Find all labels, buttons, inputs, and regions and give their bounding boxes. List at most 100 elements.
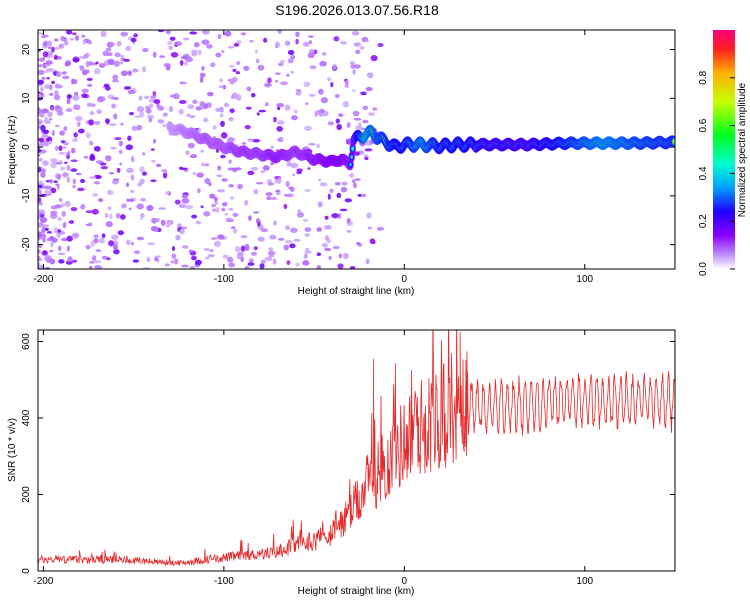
spectrogram-noise-blob: [272, 258, 277, 265]
spectrogram-noise-blob: [109, 172, 115, 175]
spectrogram-noise-blob: [46, 77, 50, 80]
spectrogram-noise-blob: [218, 85, 227, 89]
spectrogram-noise-blob: [340, 41, 347, 45]
spectrogram-noise-blob: [260, 259, 267, 264]
spectrogram-noise-blob: [214, 200, 219, 205]
spectrogram-noise-blob: [304, 233, 310, 237]
spectrogram-noise-blob: [64, 200, 71, 207]
spectrogram-noise-blob: [63, 141, 69, 146]
spectrogram-noise-blob: [97, 175, 102, 179]
spectrogram-noise-blob: [64, 61, 70, 67]
spectrogram-noise-blob: [308, 93, 316, 97]
spectrogram-noise-blob: [215, 52, 222, 58]
spectrogram-noise-blob: [73, 104, 81, 111]
spectrogram-noise-blob: [204, 178, 211, 185]
spectrogram-noise-blob: [164, 191, 170, 195]
spectrogram-noise-blob: [55, 124, 60, 128]
spectrogram-noise-blob: [65, 30, 73, 35]
spectrogram-noise-blob: [228, 159, 232, 164]
spectrogram-ridge-core: [349, 162, 352, 167]
spectrogram-noise-blob: [57, 245, 62, 252]
spectrogram-noise-blob: [316, 252, 322, 257]
spectrogram-noise-blob: [118, 149, 123, 155]
spectrogram-noise-blob: [337, 263, 344, 269]
spectrogram-noise-blob: [179, 81, 187, 85]
spectrogram-noise-blob: [170, 51, 179, 58]
spectrogram-noise-blob: [195, 220, 202, 225]
spectrogram-noise-blob: [38, 142, 43, 148]
spectrogram-y-tick-label: 10: [21, 92, 32, 104]
spectrogram-noise-blob: [346, 229, 352, 233]
spectrogram-noise-blob: [270, 196, 278, 201]
spectrogram-noise-blob: [43, 185, 52, 190]
spectrogram-noise-blob: [72, 94, 80, 101]
spectrogram-noise-blob: [191, 51, 198, 57]
colorbar-tick-label: 0.8: [698, 70, 709, 84]
spectrogram-noise-blob: [249, 39, 254, 43]
spectrogram-noise-blob: [63, 126, 68, 132]
spectrogram-noise-blob: [227, 256, 234, 263]
spectrogram-noise-blob: [49, 249, 54, 253]
spectrogram-noise-blob: [352, 89, 356, 92]
spectrogram-noise-blob: [100, 166, 109, 170]
spectrogram-noise-blob: [187, 104, 195, 110]
spectrogram-noise-blob: [47, 46, 53, 50]
spectrogram-noise-blob: [332, 64, 337, 70]
spectrogram-noise-blob: [101, 233, 106, 239]
spectrogram-noise-blob: [71, 232, 80, 238]
spectrogram-noise-blob: [120, 122, 124, 126]
spectrogram-noise-blob: [72, 259, 78, 263]
spectrogram-noise-blob: [150, 179, 157, 183]
spectrogram-noise-blob: [189, 265, 194, 269]
spectrogram-noise-blob: [114, 137, 122, 141]
spectrogram-noise-blob: [236, 61, 241, 65]
spectrogram-noise-blob: [201, 30, 210, 35]
snr-x-tick-label: -100: [214, 576, 234, 587]
spectrogram-noise-blob: [286, 193, 294, 198]
spectrogram-noise-blob: [53, 54, 58, 60]
spectrogram-noise-blob: [53, 180, 58, 184]
spectrogram-noise-blob: [326, 77, 332, 82]
spectrogram-noise-blob: [329, 188, 334, 193]
spectrogram-noise-blob: [362, 119, 369, 124]
spectrogram-noise-blob: [107, 58, 115, 65]
spectrogram-noise-blob: [88, 266, 93, 269]
spectrogram-noise-blob: [362, 105, 369, 111]
spectrogram-noise-blob: [38, 256, 42, 262]
spectrogram-noise-blob: [290, 70, 295, 74]
spectrogram-noise-blob: [230, 196, 234, 200]
spectrogram-noise-blob: [296, 168, 304, 172]
spectrogram-noise-blob: [85, 210, 94, 214]
spectrogram-noise-blob: [357, 193, 362, 197]
spectrogram-noise-blob: [128, 198, 134, 202]
spectrogram-noise-blob: [86, 102, 93, 107]
spectrogram-noise-blob: [76, 121, 81, 128]
spectrogram-noise-blob: [274, 72, 281, 75]
spectrogram-noise-blob: [200, 104, 205, 110]
spectrogram-noise-blob: [324, 247, 332, 252]
spectrogram-noise-blob: [252, 138, 261, 143]
spectrogram-noise-blob: [221, 178, 228, 182]
spectrogram-noise-blob: [58, 152, 66, 155]
spectrogram-noise-blob: [178, 203, 187, 209]
spectrogram-noise-blob: [108, 123, 117, 127]
snr-y-tick-label: 600: [21, 333, 32, 350]
snr-x-tick-label: 100: [576, 576, 593, 587]
spectrogram-noise-blob: [136, 236, 145, 241]
spectrogram-noise-blob: [161, 169, 168, 173]
spectrogram-noise-blob: [277, 106, 281, 111]
spectrogram-noise-blob: [40, 124, 46, 132]
spectrogram-x-ticks: -200 -100 0 100: [33, 30, 594, 285]
spectrogram-noise-blob: [61, 71, 67, 75]
spectrogram-noise-blob: [341, 181, 348, 186]
spectrogram-noise-blob: [119, 61, 124, 65]
spectrogram-noise-blob: [42, 40, 49, 47]
spectrogram-noise-blob: [106, 189, 114, 196]
spectrogram-noise-blob: [358, 122, 362, 129]
spectrogram-noise-blob: [62, 75, 70, 80]
spectrogram-noise-blob: [134, 115, 142, 119]
spectrogram-noise-blob: [336, 123, 343, 131]
snr-frame: [37, 329, 676, 572]
spectrogram-y-tick-label: -20: [21, 237, 32, 252]
spectrogram-noise-blob: [51, 129, 55, 136]
